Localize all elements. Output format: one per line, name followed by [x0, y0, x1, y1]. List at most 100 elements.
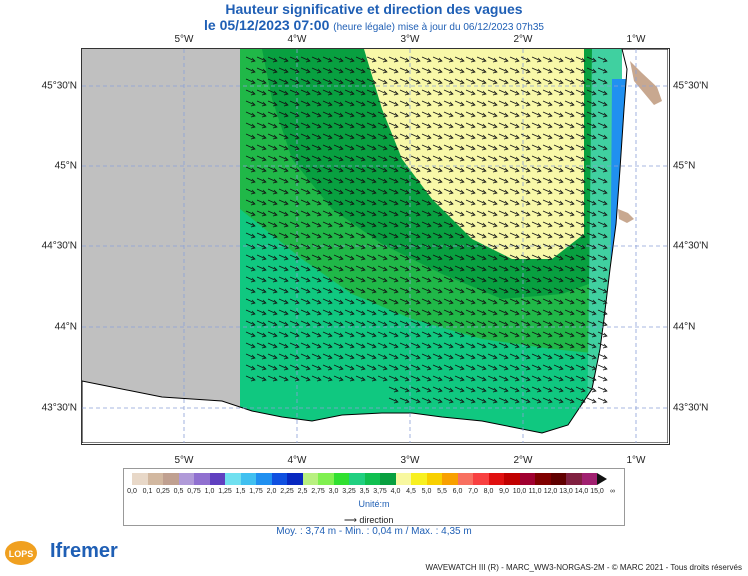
wave-direction-arrow [531, 320, 542, 327]
wave-direction-arrow [410, 210, 421, 217]
wave-direction-arrow [377, 276, 388, 283]
wave-direction-arrow [443, 254, 454, 261]
wave-direction-arrow [256, 320, 267, 327]
wave-direction-arrow [553, 232, 564, 239]
wave-direction-arrow [267, 309, 278, 316]
wave-direction-arrow [366, 144, 377, 151]
wave-direction-arrow [267, 177, 278, 184]
wave-direction-arrow [597, 210, 608, 217]
wave-direction-arrow [575, 122, 586, 129]
wave-direction-arrow [333, 56, 344, 63]
wave-direction-arrow [333, 100, 344, 107]
wave-direction-arrow [443, 298, 454, 305]
wave-direction-arrow [465, 331, 476, 338]
wave-direction-arrow [245, 133, 256, 140]
wave-direction-arrow [399, 56, 410, 63]
wave-direction-arrow [575, 243, 586, 250]
wave-direction-arrow [586, 67, 597, 74]
wave-direction-arrow [498, 122, 509, 129]
wave-direction-arrow [256, 232, 267, 239]
wave-direction-arrow [267, 166, 278, 173]
wave-direction-arrow [432, 232, 443, 239]
wave-direction-arrow [399, 89, 410, 96]
wave-direction-arrow [487, 221, 498, 228]
wave-direction-arrow [454, 221, 465, 228]
wave-direction-arrow [465, 111, 476, 118]
wave-direction-arrow [454, 342, 465, 349]
wave-direction-arrow [531, 78, 542, 85]
colorbar-label: 5,5 [437, 488, 447, 495]
wave-direction-arrow [575, 342, 586, 349]
wave-direction-arrow [531, 210, 542, 217]
wave-direction-arrow [454, 232, 465, 239]
colorbar-swatch [519, 473, 535, 485]
wave-direction-arrow [421, 67, 432, 74]
wave-direction-arrow [410, 111, 421, 118]
wave-direction-arrow [432, 78, 443, 85]
wave-direction-arrow [399, 386, 410, 393]
wave-direction-arrow [289, 265, 300, 272]
wave-direction-arrow [443, 100, 454, 107]
wave-direction-arrow [432, 364, 443, 371]
wave-direction-arrow [564, 144, 575, 151]
wave-direction-arrow [355, 78, 366, 85]
wave-direction-arrow [311, 353, 322, 360]
wave-direction-arrow [487, 89, 498, 96]
wave-direction-arrow [531, 232, 542, 239]
wave-direction-arrow [531, 364, 542, 371]
wave-direction-arrow [355, 188, 366, 195]
wave-direction-arrow [564, 243, 575, 250]
wave-direction-arrow [575, 232, 586, 239]
lat-label-left: 43°30'N [41, 402, 77, 414]
wave-direction-arrow [421, 397, 432, 404]
wave-direction-arrow [322, 243, 333, 250]
wave-direction-arrow [575, 144, 586, 151]
wave-direction-arrow [311, 100, 322, 107]
wave-direction-arrow [289, 364, 300, 371]
wave-direction-arrow [586, 166, 597, 173]
wave-direction-arrow [586, 133, 597, 140]
colorbar-swatch [395, 473, 411, 485]
wave-direction-arrow [355, 133, 366, 140]
wave-direction-arrow [465, 342, 476, 349]
wave-direction-arrow [311, 78, 322, 85]
wave-direction-arrow [300, 177, 311, 184]
wave-direction-arrow [256, 309, 267, 316]
wave-direction-arrow [311, 309, 322, 316]
lon-label-top: 3°W [400, 34, 420, 45]
wave-direction-arrow [256, 111, 267, 118]
wave-direction-arrow [487, 375, 498, 382]
wave-direction-arrow [443, 265, 454, 272]
colorbar-swatch [566, 473, 582, 485]
wave-direction-arrow [344, 133, 355, 140]
colorbar-swatch [411, 473, 427, 485]
wave-direction-arrow [487, 133, 498, 140]
wave-direction-arrow [564, 364, 575, 371]
wave-direction-arrow [267, 89, 278, 96]
wave-direction-arrow [399, 353, 410, 360]
credit-line: WAVEWATCH III (R) - MARC_WW3-NORGAS-2M -… [425, 563, 742, 572]
wave-direction-arrow [366, 265, 377, 272]
colorbar-swatch [504, 473, 520, 485]
wave-direction-arrow [300, 298, 311, 305]
wave-direction-arrow [575, 331, 586, 338]
wave-direction-arrow [531, 298, 542, 305]
wave-map[interactable] [82, 49, 668, 443]
wave-direction-arrow [267, 210, 278, 217]
colorbar-label: 0,25 [156, 488, 170, 495]
wave-direction-arrow [289, 56, 300, 63]
wave-direction-arrow [454, 298, 465, 305]
wave-direction-arrow [410, 287, 421, 294]
wave-direction-arrow [542, 265, 553, 272]
wave-direction-arrow [289, 243, 300, 250]
wave-direction-arrow [476, 78, 487, 85]
wave-direction-arrow [542, 243, 553, 250]
wave-direction-arrow [542, 331, 553, 338]
colorbar [132, 473, 607, 485]
wave-direction-arrow [443, 133, 454, 140]
wave-direction-arrow [289, 177, 300, 184]
wave-direction-arrow [509, 89, 520, 96]
wave-direction-arrow [245, 287, 256, 294]
wave-direction-arrow [586, 342, 597, 349]
forecast-date: le 05/12/2023 07:00 [204, 17, 330, 33]
